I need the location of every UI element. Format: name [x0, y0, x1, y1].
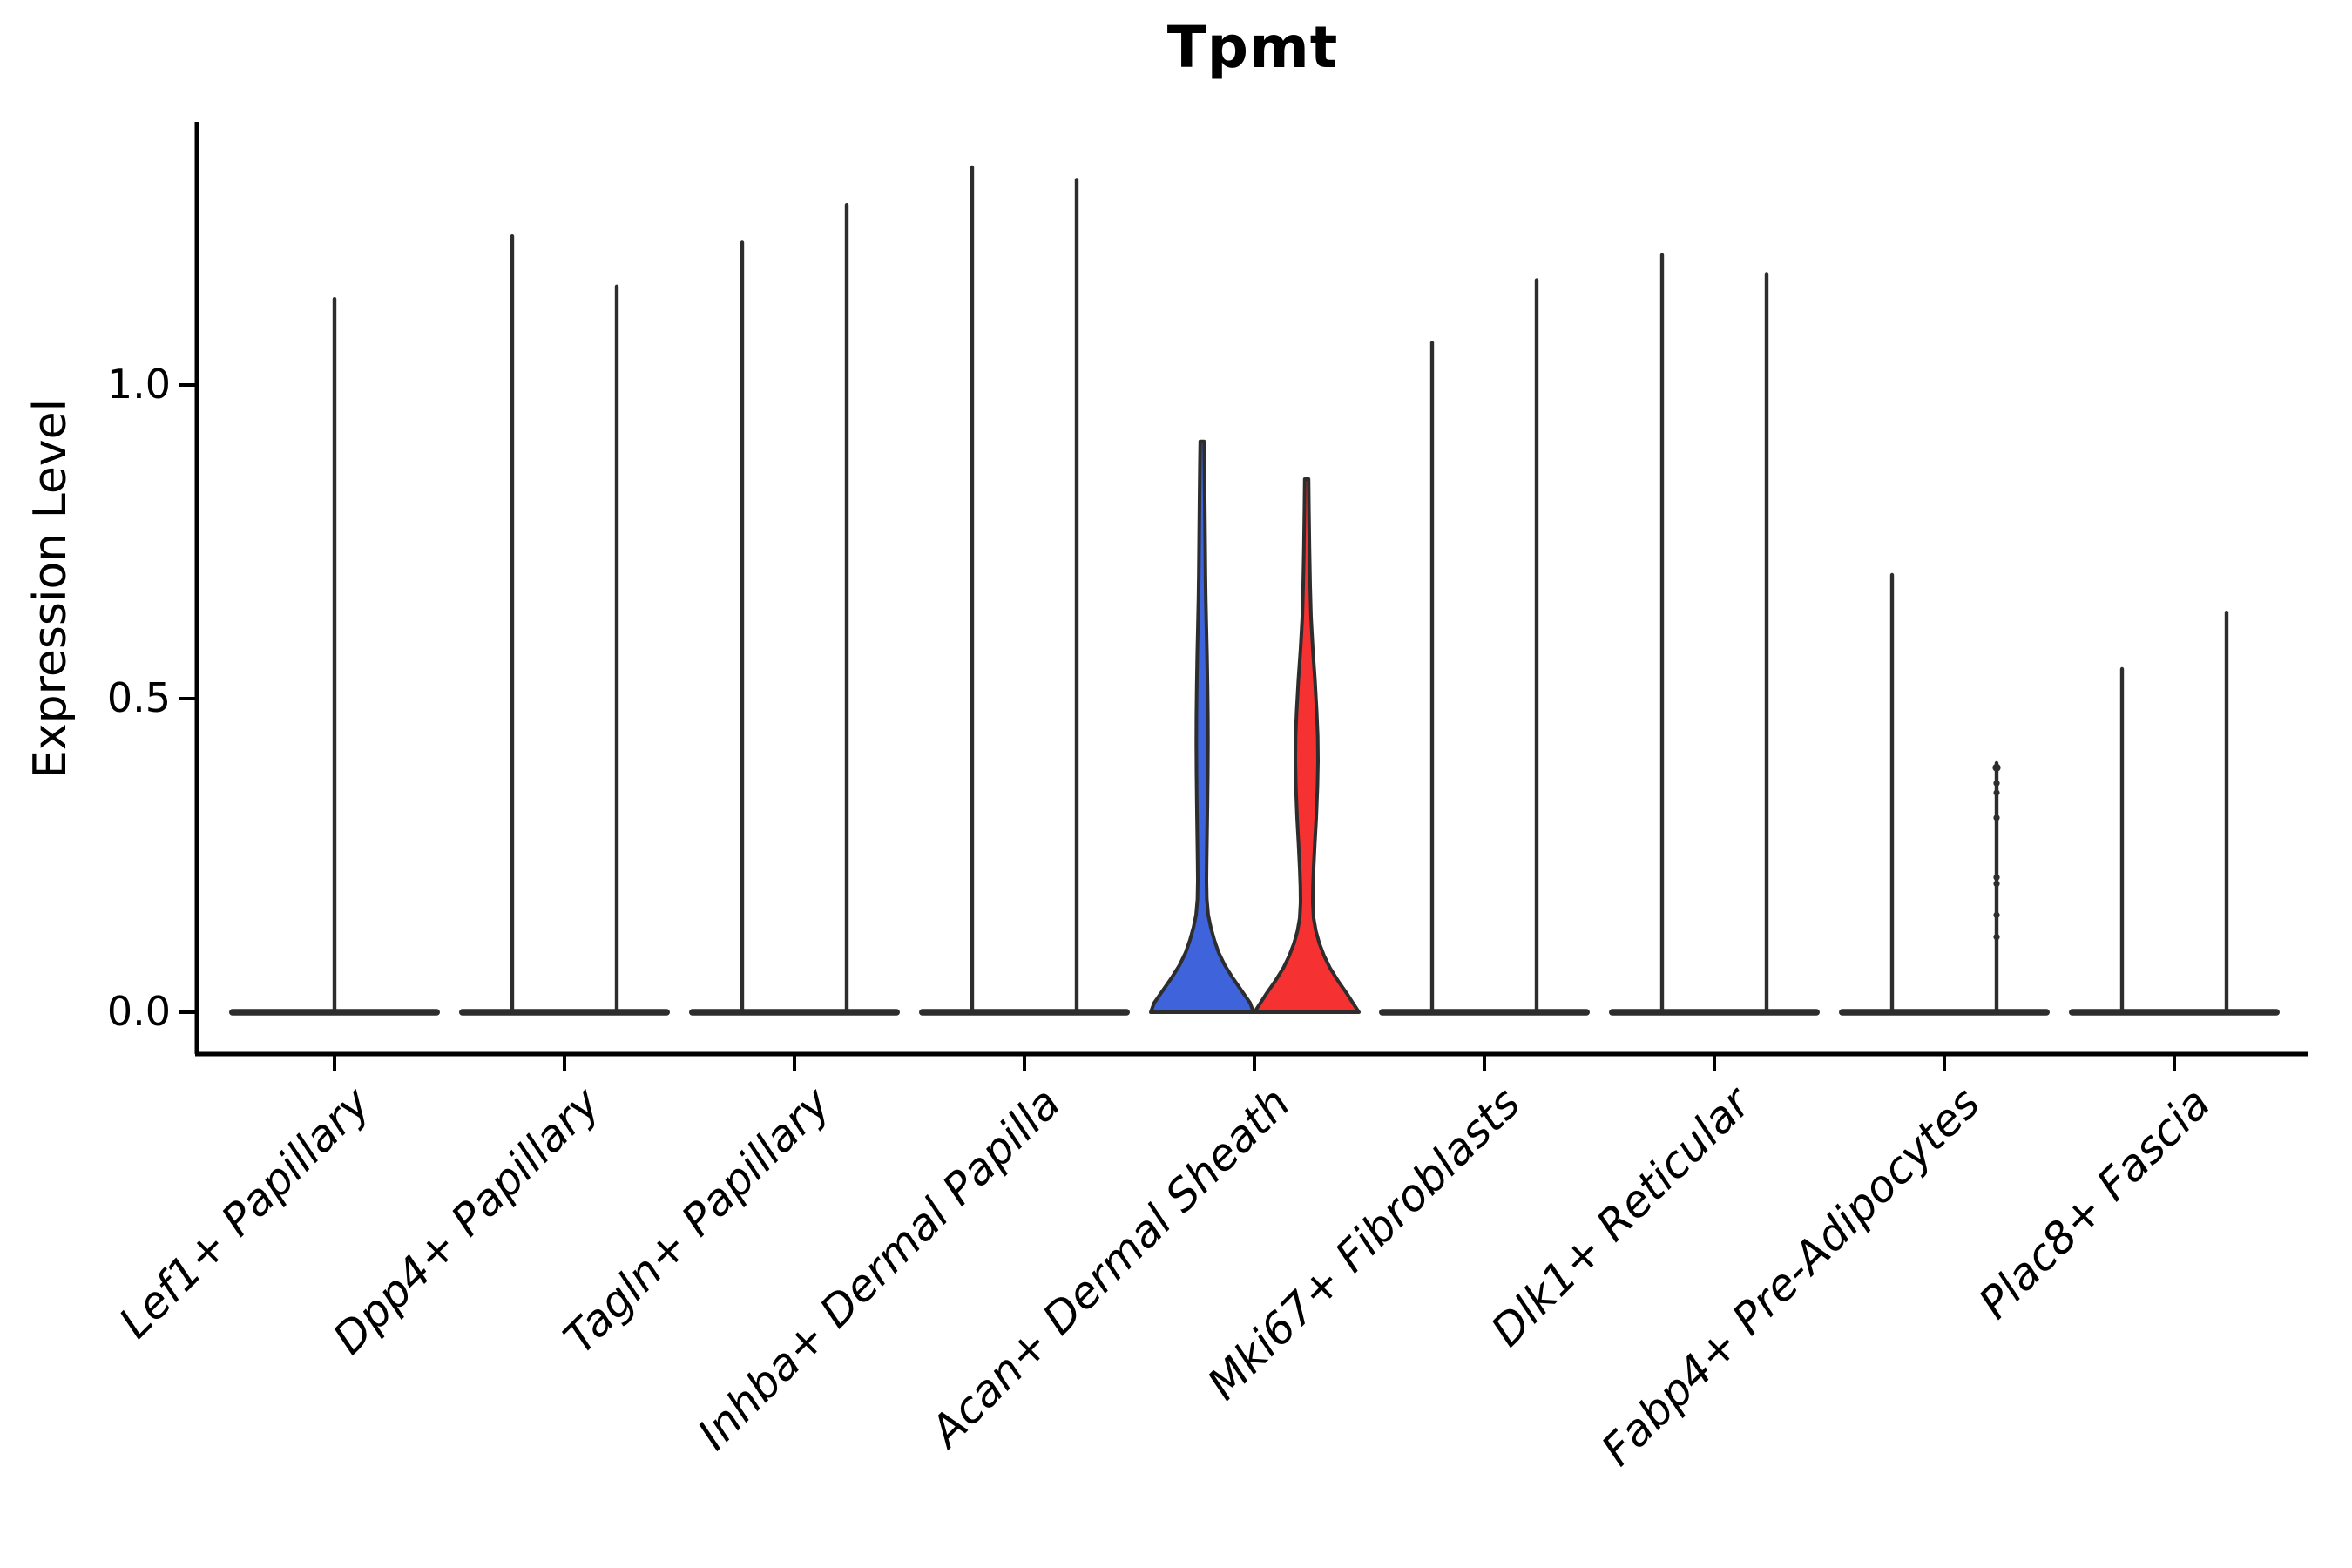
- violin-baseline: [919, 1009, 1130, 1016]
- violin-baseline: [2069, 1009, 2280, 1016]
- violin-outlier-dot: [1993, 911, 2000, 918]
- y-tick-label: 0.5: [106, 674, 171, 721]
- chart-title: Tpmt: [1166, 14, 1339, 81]
- y-tick-label: 0.0: [106, 988, 171, 1035]
- violin-outlier-dot: [1993, 780, 2000, 787]
- violin-outlier-dot: [1992, 763, 2001, 772]
- violin-body-red: [1253, 477, 1361, 1014]
- violin-outlier-dot: [1993, 934, 2000, 941]
- violin-outlier-dot: [1993, 874, 2000, 881]
- violin-outlier-dot: [1993, 814, 2000, 821]
- y-tick-label: 1.0: [106, 361, 171, 408]
- violin-baseline: [459, 1009, 670, 1016]
- violin-baseline: [689, 1009, 900, 1016]
- violin-baseline: [1839, 1009, 2050, 1016]
- violin-body-blue: [1149, 439, 1255, 1014]
- violin-outlier-dot: [1993, 880, 2000, 888]
- violin-outlier-dot: [1993, 789, 2000, 796]
- violin-baseline: [1609, 1009, 1820, 1016]
- violin-baseline: [1379, 1009, 1590, 1016]
